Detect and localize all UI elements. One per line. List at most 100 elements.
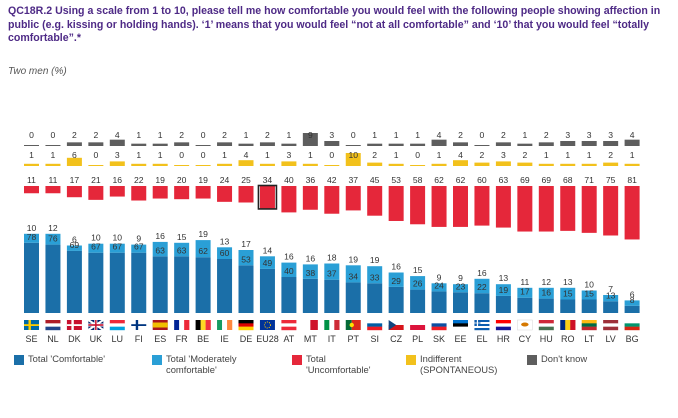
uncomfortable-bar — [131, 186, 147, 201]
category-label: PL — [412, 334, 423, 344]
uncomfortable-bar — [345, 186, 361, 211]
dontknow-label: 3 — [329, 130, 334, 140]
comfortable-label: 24 — [434, 280, 444, 290]
legend-label: Total 'Moderately comfortable' — [166, 353, 237, 375]
dontknow-label: 2 — [72, 130, 77, 140]
flag-icon-pt — [345, 320, 361, 330]
indifferent-label: 1 — [394, 150, 399, 160]
comfortable-bar — [367, 283, 383, 313]
comfortable-label: 37 — [327, 269, 337, 279]
flag-icon-hu — [538, 320, 554, 331]
comfortable-label: 40 — [284, 266, 294, 276]
comfortable-bar — [302, 278, 318, 313]
indifferent-label: 1 — [587, 150, 592, 160]
indifferent-label: 0 — [415, 150, 420, 160]
category-label: RO — [561, 334, 575, 344]
comfortable-label: 26 — [413, 279, 423, 289]
uncomfortable-bar — [88, 186, 104, 200]
comfortable-bar — [195, 257, 211, 313]
indifferent-label: 3 — [115, 150, 120, 160]
dontknow-label: 2 — [501, 130, 506, 140]
indifferent-bar — [174, 165, 190, 166]
uncomfortable-label: 42 — [327, 175, 337, 185]
category-label: DE — [240, 334, 253, 344]
dontknow-bar — [217, 142, 233, 146]
flag-icon-fi — [131, 320, 147, 330]
indifferent-label: 2 — [608, 150, 613, 160]
indifferent-bar — [324, 165, 340, 166]
dontknow-label: 1 — [287, 130, 292, 140]
moderately-comfortable-bar — [109, 243, 125, 253]
category-label: LU — [112, 334, 124, 344]
comfortable-bar — [603, 301, 619, 313]
flag-icon-hr — [495, 320, 511, 331]
uncomfortable-label: 16 — [113, 175, 123, 185]
uncomfortable-label: 36 — [306, 175, 316, 185]
moderately-comfortable-bar — [560, 287, 576, 300]
uncomfortable-bar — [517, 186, 533, 232]
indifferent-label: 3 — [287, 150, 292, 160]
comfortable-bar — [624, 305, 640, 313]
indifferent-label: 2 — [372, 150, 377, 160]
dontknow-bar — [259, 142, 275, 146]
comfortable-bar — [152, 256, 168, 313]
dontknow-bar — [195, 145, 211, 146]
indifferent-bar — [474, 162, 490, 166]
dontknow-label: 1 — [372, 130, 377, 140]
uncomfortable-label: 53 — [391, 175, 401, 185]
dontknow-label: 0 — [201, 130, 206, 140]
comfortable-label: 38 — [306, 268, 316, 278]
dontknow-label: 2 — [179, 130, 184, 140]
category-label: HU — [540, 334, 553, 344]
uncomfortable-bar — [324, 186, 340, 214]
dontknow-label: 1 — [244, 130, 249, 140]
uncomfortable-bar — [281, 186, 297, 213]
category-label: DK — [68, 334, 81, 344]
comfortable-bar — [88, 252, 104, 313]
flag-icon-lv — [603, 320, 619, 331]
flag-icon-si — [367, 320, 383, 331]
uncomfortable-label: 37 — [348, 175, 358, 185]
dontknow-label: 2 — [222, 130, 227, 140]
uncomfortable-bar — [195, 186, 211, 199]
dontknow-bar — [45, 145, 61, 146]
eu28-highlight — [257, 184, 278, 210]
dontknow-label: 1 — [522, 130, 527, 140]
uncomfortable-label: 24 — [220, 175, 230, 185]
moderately-comfortable-label: 16 — [284, 252, 294, 262]
uncomfortable-label: 69 — [520, 175, 530, 185]
indifferent-label: 0 — [93, 150, 98, 160]
flag-icon-be — [195, 320, 211, 330]
moderately-comfortable-label: 15 — [413, 265, 423, 275]
comfortable-bar — [431, 291, 447, 313]
category-label: CY — [519, 334, 532, 344]
uncomfortable-bar — [388, 186, 404, 221]
indifferent-label: 0 — [201, 150, 206, 160]
comfortable-label: 16 — [542, 288, 552, 298]
indifferent-bar — [560, 163, 576, 166]
comfortable-label: 13 — [606, 290, 616, 300]
indifferent-bar — [66, 157, 82, 166]
comfortable-bar — [410, 289, 426, 313]
comfortable-label: 67 — [134, 242, 144, 252]
dontknow-bar — [410, 143, 426, 146]
flag-icon-lu — [109, 320, 125, 331]
flag-icon-dk — [66, 320, 82, 330]
indifferent-label: 4 — [458, 150, 463, 160]
indifferent-label: 1 — [222, 150, 227, 160]
uncomfortable-label: 58 — [413, 175, 423, 185]
comfortable-bar — [517, 297, 533, 313]
comfortable-bar — [109, 252, 125, 313]
dontknow-bar — [345, 145, 361, 146]
dontknow-bar — [453, 142, 468, 146]
dontknow-bar — [238, 143, 254, 146]
dontknow-label: 0 — [29, 130, 34, 140]
dontknow-label: 4 — [630, 130, 635, 140]
uncomfortable-bar — [624, 186, 640, 240]
comfortable-label: 60 — [220, 248, 230, 258]
legend-item: Total 'Comfortable' — [14, 353, 105, 365]
indifferent-bar — [259, 163, 275, 166]
uncomfortable-bar — [431, 186, 447, 227]
moderately-comfortable-bar — [324, 263, 340, 280]
uncomfortable-bar — [259, 186, 275, 209]
